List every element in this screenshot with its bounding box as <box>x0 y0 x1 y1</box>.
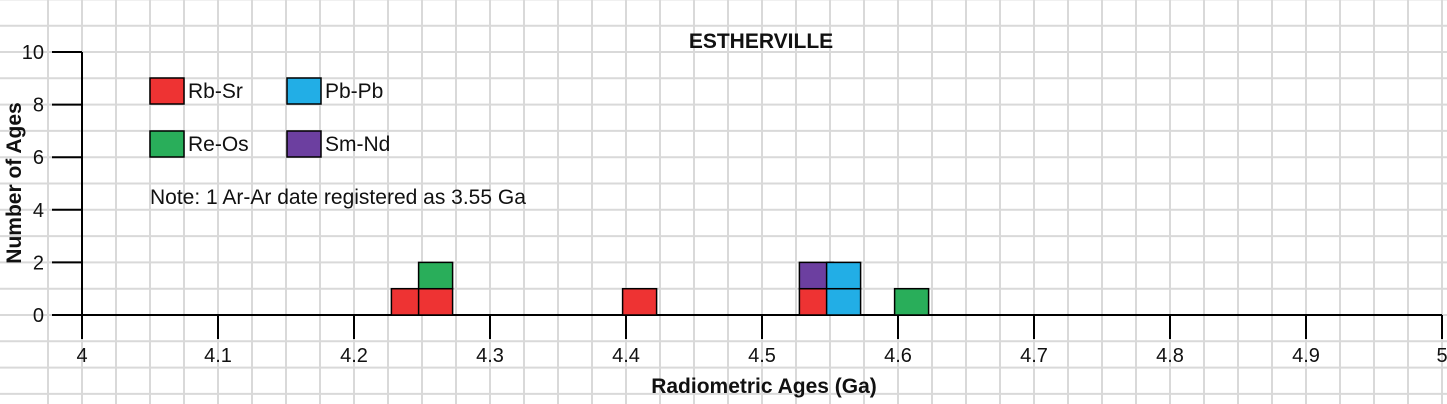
x-tick-label: 4.8 <box>1156 345 1184 367</box>
legend-label: Re-Os <box>188 133 249 156</box>
y-tick-label: 4 <box>33 200 44 222</box>
y-tick-label: 6 <box>33 147 44 169</box>
bar-block-re-os <box>893 287 930 316</box>
bar-block-rb-sr <box>621 287 658 316</box>
chart-note: Note: 1 Ar-Ar date registered as 3.55 Ga <box>150 186 526 209</box>
y-tick-label: 10 <box>22 42 44 64</box>
bar-block-pb-pb <box>825 261 862 290</box>
bar-block-rb-sr <box>417 287 454 316</box>
chart-title: ESTHERVILLE <box>689 30 833 53</box>
x-tick-label: 4.7 <box>1020 345 1048 367</box>
legend-swatch <box>149 130 185 158</box>
legend-swatch <box>149 77 185 105</box>
x-axis-label: Radiometric Ages (Ga) <box>651 375 877 398</box>
legend-swatch <box>286 77 322 105</box>
x-tick-label: 4.1 <box>204 345 232 367</box>
legend-label: Pb-Pb <box>325 80 383 103</box>
y-tick-label: 0 <box>33 305 44 327</box>
legend-label: Sm-Nd <box>325 133 390 156</box>
y-tick-label: 8 <box>33 95 44 117</box>
y-axis: 0 2 4 6 8 10 <box>22 42 83 327</box>
x-tick-label: 5 <box>1436 345 1447 367</box>
x-tick-label: 4.2 <box>340 345 368 367</box>
x-tick-label: 4.5 <box>748 345 776 367</box>
legend-swatch <box>286 130 322 158</box>
x-tick-label: 4.4 <box>612 345 640 367</box>
legend-label: Rb-Sr <box>188 80 243 103</box>
x-tick-label: 4 <box>76 345 87 367</box>
x-tick-label: 4.3 <box>476 345 504 367</box>
legend: Rb-Sr Pb-Pb Re-Os Sm-Nd <box>149 77 390 158</box>
y-axis-label: Number of Ages <box>3 102 26 263</box>
x-tick-label: 4.6 <box>884 345 912 367</box>
x-axis: 4 4.1 4.2 4.3 4.4 4.5 4.6 4.7 4.8 4.9 5 <box>76 314 1447 367</box>
bar-block-re-os <box>417 261 454 290</box>
bar-block-pb-pb <box>825 287 862 316</box>
bars <box>390 261 930 316</box>
y-tick-label: 2 <box>33 252 44 274</box>
x-tick-label: 4.9 <box>1292 345 1320 367</box>
